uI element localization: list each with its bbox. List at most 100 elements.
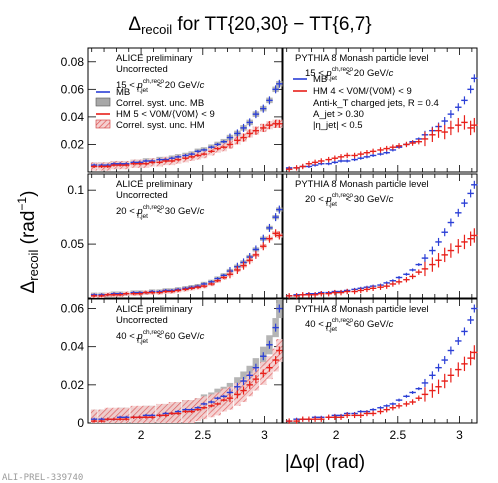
range-c: c bbox=[200, 206, 205, 217]
panel-frame bbox=[282, 47, 478, 173]
pythia-note-0: Anti-k_T charged jets, R = 0.4 bbox=[313, 98, 439, 109]
ylabel-sub: recoil bbox=[26, 250, 41, 281]
legend-hm-syst-label: Correl. syst. unc. HM bbox=[116, 120, 205, 131]
pt-range-3: 20 < pch,reco T,jet < 30 GeV/c bbox=[305, 192, 394, 208]
range-hi: < 20 GeV/ bbox=[154, 80, 200, 91]
y-tick-label: 0.04 bbox=[61, 110, 85, 124]
range-c: c bbox=[200, 331, 205, 342]
legend-mb-syst-label: Correl. syst. unc. MB bbox=[116, 98, 204, 109]
y-tick-label: 0.04 bbox=[61, 340, 85, 354]
syst-box-hm bbox=[104, 407, 111, 423]
legend-hm-label: HM 4 < V0M/⟨V0M⟩ < 9 bbox=[313, 86, 412, 97]
syst-box-hm bbox=[90, 409, 98, 423]
x-tick-label: 2 bbox=[138, 428, 145, 442]
y-tick-label: 0.06 bbox=[61, 82, 85, 96]
legend-hm-syst-box bbox=[95, 119, 111, 129]
syst-box-hm bbox=[156, 403, 163, 423]
pt-range-2: 20 < pch,reco T,jet < 30 GeV/c bbox=[116, 204, 205, 220]
legend-mb-label: MB bbox=[116, 87, 130, 98]
legend-mb-label: MB bbox=[313, 74, 327, 85]
pt-range-5: 40 < pch,reco T,jet < 60 GeV/c bbox=[305, 317, 394, 333]
range-c: c bbox=[389, 68, 394, 79]
pythia-note-2: |η_jet| < 0.5 bbox=[313, 120, 363, 131]
range-sub: T,jet bbox=[325, 75, 337, 82]
annotation-title: PYTHIA 8 Monash particle level bbox=[295, 179, 429, 190]
title-sub: recoil bbox=[141, 22, 172, 37]
range-lo: 20 < bbox=[116, 206, 137, 217]
range-c: c bbox=[389, 319, 394, 330]
syst-box-hm bbox=[123, 407, 130, 423]
ylabel-unit: (rad bbox=[18, 211, 39, 250]
range-p: p bbox=[136, 331, 142, 342]
y-tick-label: 0.02 bbox=[61, 137, 85, 151]
syst-box-hm bbox=[98, 409, 105, 423]
panel-frame bbox=[87, 47, 283, 173]
range-hi: < 30 GeV/ bbox=[343, 194, 389, 205]
legend-hm-label: HM 5 < V0M/⟨V0M⟩ < 9 bbox=[116, 109, 215, 120]
panel-frame bbox=[282, 173, 478, 299]
x-tick-label: 2 bbox=[333, 428, 340, 442]
range-sub: T,jet bbox=[325, 201, 337, 208]
range-lo: 40 < bbox=[116, 331, 137, 342]
preliminary-tag: ALI-PREL-339740 bbox=[2, 473, 83, 483]
panels: 0.020.040.060.08 ALICE preliminaryUncorre… bbox=[61, 47, 478, 442]
range-hi: < 60 GeV/ bbox=[343, 319, 389, 330]
range-lo: 15 < bbox=[305, 68, 326, 79]
y-tick-label: 0.08 bbox=[61, 55, 85, 69]
range-c: c bbox=[200, 80, 205, 91]
range-sup: ch,reco bbox=[332, 317, 354, 324]
range-lo: 40 < bbox=[305, 319, 326, 330]
y-tick-label: 0.1 bbox=[67, 183, 84, 197]
range-sub: T,jet bbox=[325, 326, 337, 333]
panel-1-1: PYTHIA 8 Monash particle level 20 < pch,r… bbox=[282, 173, 478, 299]
range-p: p bbox=[136, 80, 142, 91]
range-sub: T,jet bbox=[136, 87, 148, 94]
x-tick-label: 2.5 bbox=[389, 428, 406, 442]
panel-0-0: 0.02 0.04 0.06 0.08 ALICE preliminaryUncorre… bbox=[61, 47, 283, 173]
pt-range-1: 15 < pch,reco T,jet < 20 GeV/c bbox=[305, 66, 394, 82]
annotation-title: PYTHIA 8 Monash particle level bbox=[295, 53, 429, 64]
range-sup: ch,reco bbox=[143, 329, 165, 336]
y-tick-label: 0 bbox=[77, 416, 84, 430]
ylabel-main: Δ bbox=[18, 280, 39, 293]
range-p: p bbox=[325, 319, 331, 330]
range-lo: 15 < bbox=[116, 80, 137, 91]
y-tick-label: 0.05 bbox=[61, 237, 85, 251]
panel-2-1: 2 2.5 3 PYTHIA 8 Monash particle level 40 < … bbox=[282, 298, 478, 442]
annotation-uncorrected: Uncorrected bbox=[116, 190, 168, 201]
y-tick-label: 0.02 bbox=[61, 378, 85, 392]
pythia-note-1: A_jet > 0.30 bbox=[313, 109, 364, 120]
range-sup: ch,reco bbox=[143, 204, 165, 211]
x-axis-label: |Δφ| (rad) bbox=[285, 452, 365, 473]
range-p: p bbox=[136, 206, 142, 217]
x-tick-label: 3 bbox=[261, 428, 268, 442]
annotation-title: ALICE preliminary bbox=[116, 53, 193, 64]
ylabel-exp: −1 bbox=[15, 197, 29, 211]
annotation-uncorrected: Uncorrected bbox=[116, 315, 168, 326]
syst-box-hm bbox=[116, 407, 124, 423]
range-sup: ch,reco bbox=[332, 192, 354, 199]
ylabel-close: ) bbox=[18, 191, 39, 197]
panel-0-1: PYTHIA 8 Monash particle level 15 < pch,r… bbox=[282, 47, 478, 173]
range-c: c bbox=[389, 194, 394, 205]
range-p: p bbox=[325, 194, 331, 205]
syst-box-hm bbox=[110, 407, 118, 423]
legend-mb-syst-box bbox=[95, 97, 111, 107]
range-hi: < 30 GeV/ bbox=[154, 206, 200, 217]
annotation-title: ALICE preliminary bbox=[116, 179, 193, 190]
figure-title: Δrecoil for TT{20,30} − TT{6,7} bbox=[128, 14, 371, 37]
panel-frame bbox=[282, 298, 478, 424]
syst-box-hm bbox=[130, 405, 137, 423]
range-lo: 20 < bbox=[305, 194, 326, 205]
annotation-title: ALICE preliminary bbox=[116, 304, 193, 315]
annotation-uncorrected: Uncorrected bbox=[116, 64, 168, 75]
annotation-title: PYTHIA 8 Monash particle level bbox=[295, 304, 429, 315]
range-sub: T,jet bbox=[136, 213, 148, 220]
range-p: p bbox=[325, 68, 331, 79]
title-rest: for TT{20,30} − TT{6,7} bbox=[172, 14, 371, 35]
range-sub: T,jet bbox=[136, 338, 148, 345]
x-tick-label: 2.5 bbox=[194, 428, 211, 442]
x-tick-label: 3 bbox=[456, 428, 463, 442]
syst-box-hm bbox=[136, 405, 144, 423]
y-tick-label: 0.06 bbox=[61, 302, 85, 316]
